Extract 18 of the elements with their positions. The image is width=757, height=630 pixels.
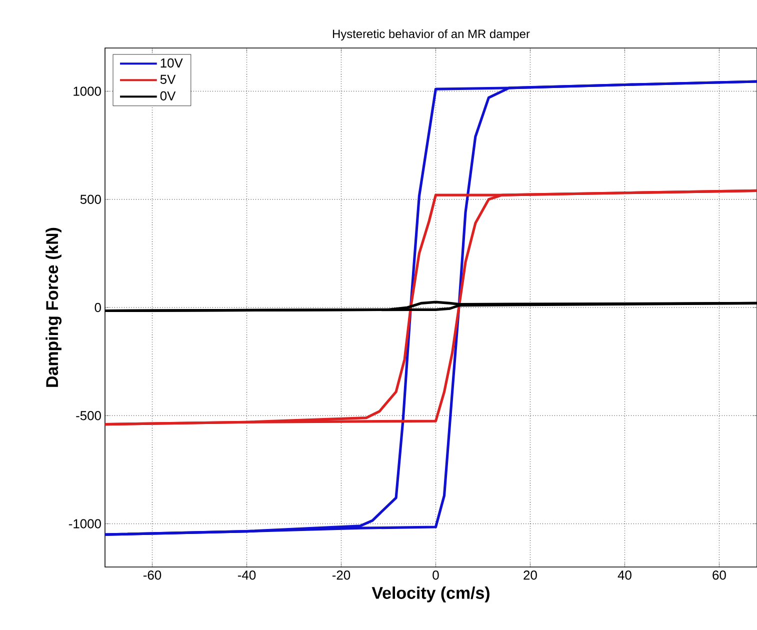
y-axis-title: Damping Force (kN)	[46, 228, 62, 387]
legend-label: 10V	[160, 58, 183, 68]
x-tick-label: 0	[432, 570, 439, 580]
x-tick-label: -20	[332, 570, 350, 580]
chart-title: Hysteretic behavior of an MR damper	[332, 29, 530, 40]
legend-label: 0V	[160, 91, 176, 100]
x-tick-label: 60	[712, 570, 726, 580]
y-tick-label: 1000	[74, 86, 101, 96]
x-tick-label: -40	[238, 570, 256, 580]
x-tick-label: 20	[524, 570, 537, 580]
y-tick-label: 500	[80, 194, 101, 204]
legend-label: 5V	[160, 74, 176, 84]
y-tick-label: 0	[94, 302, 101, 312]
x-tick-label: 40	[618, 570, 632, 580]
x-tick-label: -60	[143, 570, 162, 580]
x-axis-title: Velocity (cm/s)	[372, 586, 490, 602]
y-tick-label: -1000	[68, 519, 101, 528]
y-tick-label: -500	[76, 411, 101, 420]
